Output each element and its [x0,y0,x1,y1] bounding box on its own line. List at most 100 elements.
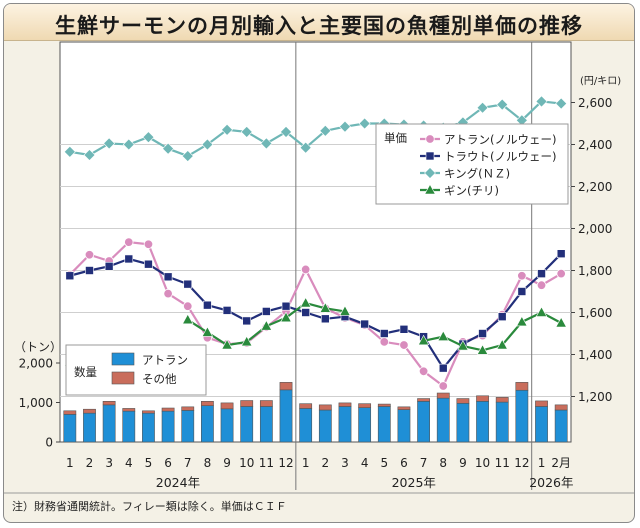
month-label: 11 [259,456,274,470]
point-atlantic [418,366,429,377]
bar-atlantic [436,397,450,443]
point-king [162,142,175,155]
month-label: 2月 [551,456,571,470]
bar-other [495,397,509,403]
point-trout [183,279,193,289]
point-king [122,138,135,151]
bar-atlantic [358,407,372,443]
point-trout [497,312,507,322]
point-king [83,149,96,161]
right-tick-label: 2,200 [578,180,612,194]
point-trout [379,329,389,338]
point-king [358,117,371,130]
point-coho [496,338,508,350]
legend-marker-trout [425,151,435,161]
bar-atlantic [476,401,489,443]
month-label: 3 [341,456,349,470]
point-king [299,141,312,154]
point-king [142,131,155,144]
point-atlantic [124,237,134,247]
bar-atlantic [259,406,273,443]
bar-other [240,400,254,407]
point-king [555,97,568,110]
bar-atlantic [161,410,175,443]
point-trout [163,272,173,282]
point-king [339,120,351,133]
month-label: 10 [475,456,490,470]
month-label: 9 [459,456,467,470]
month-label: 2 [322,456,330,470]
month-label: 8 [439,456,447,470]
bar-atlantic [397,409,411,443]
bar-other [554,404,568,411]
bar-atlantic [456,402,470,443]
bar-other [142,410,155,414]
bar-other [279,382,293,391]
month-label: 11 [495,456,510,470]
bar-other [397,406,411,410]
bar-other [83,408,96,414]
point-atlantic [438,381,448,391]
point-coho [476,344,489,355]
bar-atlantic [63,414,77,443]
bar-other [259,400,273,407]
page-title: 生鮮サーモンの月別輸入と主要国の魚種別単価の推移 [55,14,583,38]
point-trout [301,308,310,317]
month-label: 8 [204,456,212,470]
right-tick-label: 1,200 [578,390,612,404]
month-label: 6 [400,456,408,470]
bar-other [535,400,548,407]
point-atlantic [536,280,547,290]
bar-other [201,401,214,406]
point-atlantic [163,288,173,299]
point-king [496,98,509,111]
bar-other [122,408,136,412]
legend-marker-king [424,167,436,179]
left-axis-unit: （トン） [14,340,62,354]
bar-other [377,403,391,407]
point-coho [457,339,469,351]
left-tick-label: 2,000 [19,357,53,371]
bar-other [476,395,489,402]
point-atlantic [517,271,527,281]
bar-atlantic [377,406,391,443]
year-label: 2025年 [392,475,436,490]
month-label: 3 [105,456,113,470]
point-king [280,125,292,138]
volume-legend-swatch [111,352,135,366]
point-trout [203,300,212,310]
point-king [221,123,233,136]
right-tick-label: 1,600 [578,306,612,320]
bar-other [338,402,352,407]
point-king [476,101,489,114]
right-tick-label: 2,400 [578,138,612,152]
point-coho [280,311,292,323]
right-tick-label: 2,600 [578,96,612,110]
legend-marker-coho [424,183,436,195]
point-trout [222,306,232,315]
volume-legend-label: アトラン [142,353,188,367]
point-coho [417,334,430,346]
point-king [201,138,214,151]
bar-atlantic [515,389,529,443]
volume-legend-swatch [111,371,135,385]
point-coho [437,330,449,341]
point-king [103,137,116,150]
month-label: 7 [420,456,428,470]
legend-label-trout: トラウト(ノルウェー) [444,150,556,164]
point-coho [241,335,253,347]
bar-atlantic [240,406,254,443]
point-trout [537,269,546,278]
point-coho [299,296,312,308]
volume-legend [65,344,207,396]
point-trout [281,301,291,311]
bar-atlantic [142,412,155,443]
month-label: 9 [223,456,231,470]
right-tick-label: 1,800 [578,264,612,278]
point-trout [262,307,271,316]
point-coho [319,302,332,313]
year-label: 2026年 [529,475,573,490]
bar-atlantic [102,404,116,443]
bar-other [299,403,313,409]
point-atlantic [300,264,311,275]
